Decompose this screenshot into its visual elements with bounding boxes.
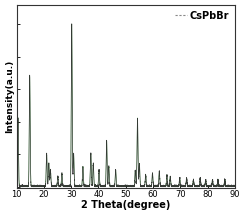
Legend: CsPbBr: CsPbBr [174, 10, 230, 22]
X-axis label: 2 Theta(degree): 2 Theta(degree) [81, 200, 171, 210]
Y-axis label: Intensity(a.u.): Intensity(a.u.) [5, 60, 14, 133]
